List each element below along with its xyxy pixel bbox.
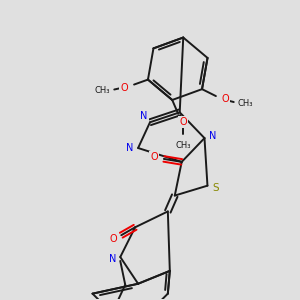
Text: O: O (120, 82, 128, 92)
Text: S: S (212, 183, 219, 193)
Text: N: N (209, 131, 216, 141)
Text: CH₃: CH₃ (94, 86, 110, 95)
Text: O: O (179, 117, 187, 127)
Text: O: O (110, 234, 117, 244)
Text: O: O (221, 94, 229, 104)
Text: N: N (127, 143, 134, 153)
Text: N: N (140, 111, 148, 121)
Text: CH₃: CH₃ (238, 100, 254, 109)
Text: N: N (109, 254, 116, 264)
Text: O: O (150, 152, 158, 162)
Text: CH₃: CH₃ (176, 141, 191, 150)
